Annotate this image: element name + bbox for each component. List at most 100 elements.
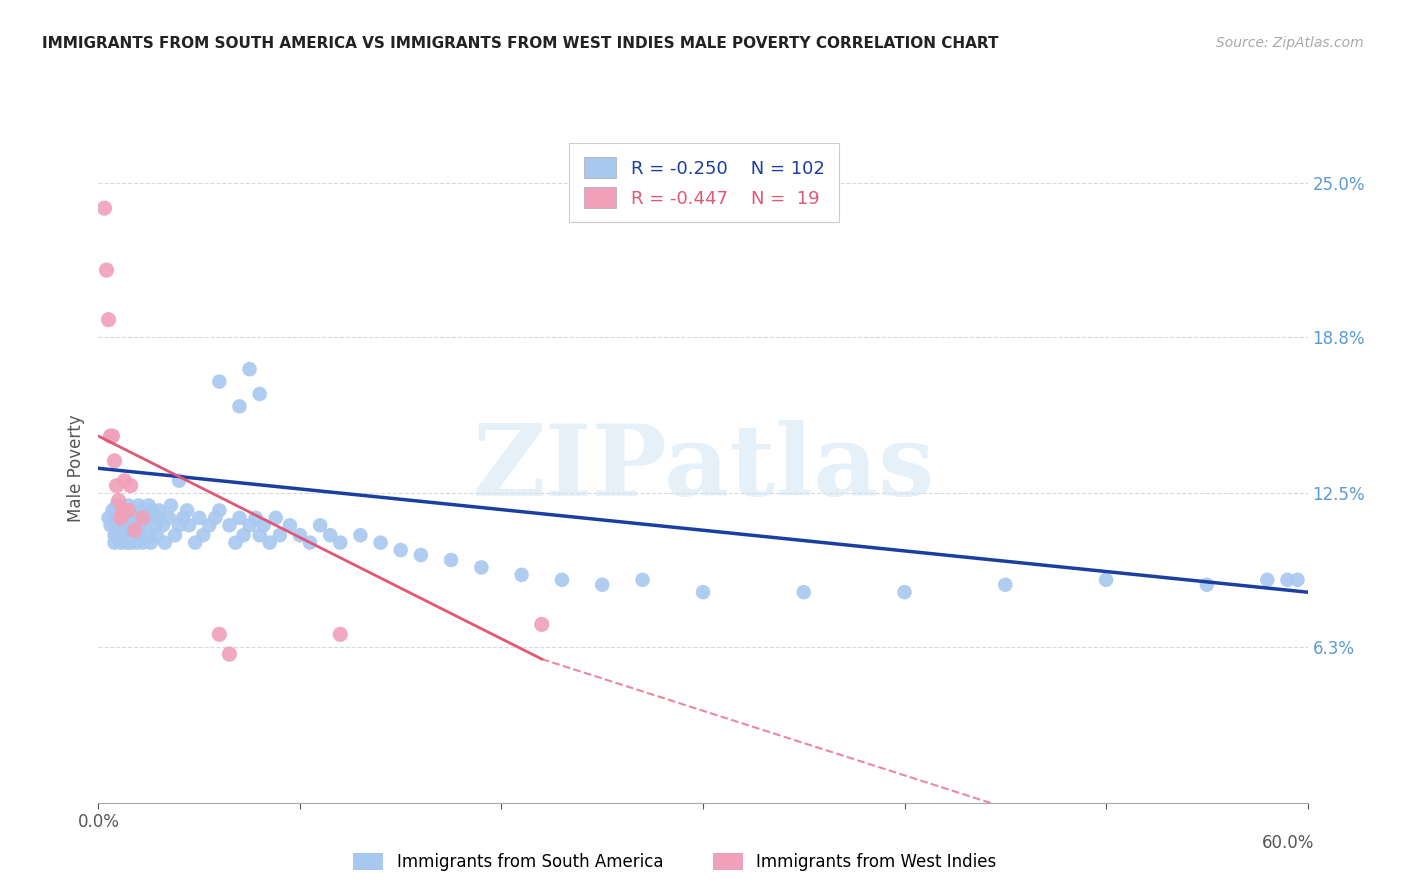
Point bbox=[153, 535, 176, 549]
Point bbox=[631, 573, 654, 587]
Point bbox=[135, 511, 157, 525]
Point bbox=[184, 535, 207, 549]
Point bbox=[120, 535, 142, 549]
Point bbox=[114, 523, 136, 537]
Point bbox=[110, 503, 132, 517]
Text: Source: ZipAtlas.com: Source: ZipAtlas.com bbox=[1216, 36, 1364, 50]
Point bbox=[208, 627, 231, 641]
Point bbox=[264, 511, 287, 525]
Point bbox=[793, 585, 815, 599]
Point bbox=[118, 518, 141, 533]
Point bbox=[253, 518, 276, 533]
Point bbox=[125, 535, 148, 549]
Point bbox=[138, 499, 160, 513]
Point bbox=[329, 535, 352, 549]
Point bbox=[994, 578, 1017, 592]
Point bbox=[188, 511, 211, 525]
Point bbox=[105, 478, 128, 492]
Point bbox=[97, 312, 120, 326]
Text: 60.0%: 60.0% bbox=[1263, 834, 1315, 852]
Point bbox=[278, 518, 301, 533]
Point bbox=[124, 528, 146, 542]
Point bbox=[208, 503, 231, 517]
Point bbox=[249, 528, 271, 542]
Point bbox=[1195, 578, 1218, 592]
Point bbox=[218, 647, 240, 661]
Point bbox=[100, 518, 122, 533]
Point bbox=[349, 528, 371, 542]
Point bbox=[111, 518, 134, 533]
Point bbox=[204, 511, 226, 525]
Point bbox=[138, 528, 160, 542]
Point bbox=[224, 535, 246, 549]
Point bbox=[124, 518, 146, 533]
Point bbox=[134, 518, 156, 533]
Point bbox=[1256, 573, 1278, 587]
Point bbox=[218, 518, 240, 533]
Point bbox=[269, 528, 291, 542]
Point bbox=[101, 503, 124, 517]
Point bbox=[259, 535, 281, 549]
Point bbox=[193, 528, 215, 542]
Point bbox=[152, 518, 174, 533]
Point bbox=[101, 429, 124, 443]
Point bbox=[148, 511, 170, 525]
Point bbox=[591, 578, 613, 592]
Point bbox=[167, 518, 190, 533]
Point bbox=[146, 528, 169, 542]
Point bbox=[120, 511, 142, 525]
Point bbox=[121, 523, 143, 537]
Point bbox=[105, 499, 128, 513]
Point bbox=[103, 454, 125, 468]
Point bbox=[124, 523, 146, 537]
Point bbox=[148, 503, 170, 517]
Point bbox=[228, 400, 250, 414]
Point bbox=[1095, 573, 1118, 587]
Point bbox=[118, 528, 141, 542]
Point bbox=[228, 511, 250, 525]
Point bbox=[118, 499, 141, 513]
Point bbox=[893, 585, 915, 599]
Point bbox=[93, 201, 115, 215]
Point bbox=[115, 503, 138, 517]
Point bbox=[107, 511, 129, 525]
Point bbox=[179, 518, 201, 533]
Point bbox=[139, 535, 162, 549]
Point bbox=[120, 478, 142, 492]
Point bbox=[172, 511, 194, 525]
Point bbox=[132, 511, 155, 525]
Point bbox=[103, 535, 125, 549]
Legend: Immigrants from South America, Immigrants from West Indies: Immigrants from South America, Immigrant… bbox=[344, 845, 1005, 880]
Point bbox=[100, 429, 122, 443]
Point bbox=[409, 548, 432, 562]
Point bbox=[160, 499, 183, 513]
Point bbox=[128, 518, 150, 533]
Point bbox=[125, 511, 148, 525]
Point bbox=[692, 585, 714, 599]
Point bbox=[111, 503, 134, 517]
Point bbox=[329, 627, 352, 641]
Point bbox=[1286, 573, 1309, 587]
Point bbox=[440, 553, 463, 567]
Point bbox=[128, 499, 150, 513]
Point bbox=[389, 543, 412, 558]
Point bbox=[163, 528, 186, 542]
Point bbox=[139, 503, 162, 517]
Point bbox=[510, 567, 533, 582]
Point bbox=[176, 503, 198, 517]
Point bbox=[132, 535, 155, 549]
Point bbox=[299, 535, 322, 549]
Point bbox=[132, 503, 155, 517]
Point bbox=[114, 474, 136, 488]
Point bbox=[121, 503, 143, 517]
Point bbox=[96, 263, 118, 277]
Point bbox=[309, 518, 332, 533]
Text: ZIPatlas: ZIPatlas bbox=[472, 420, 934, 516]
Point bbox=[107, 493, 129, 508]
Point bbox=[1277, 573, 1299, 587]
Point bbox=[370, 535, 392, 549]
Point bbox=[118, 503, 141, 517]
Point bbox=[103, 528, 125, 542]
Point bbox=[143, 518, 166, 533]
Point bbox=[208, 375, 231, 389]
